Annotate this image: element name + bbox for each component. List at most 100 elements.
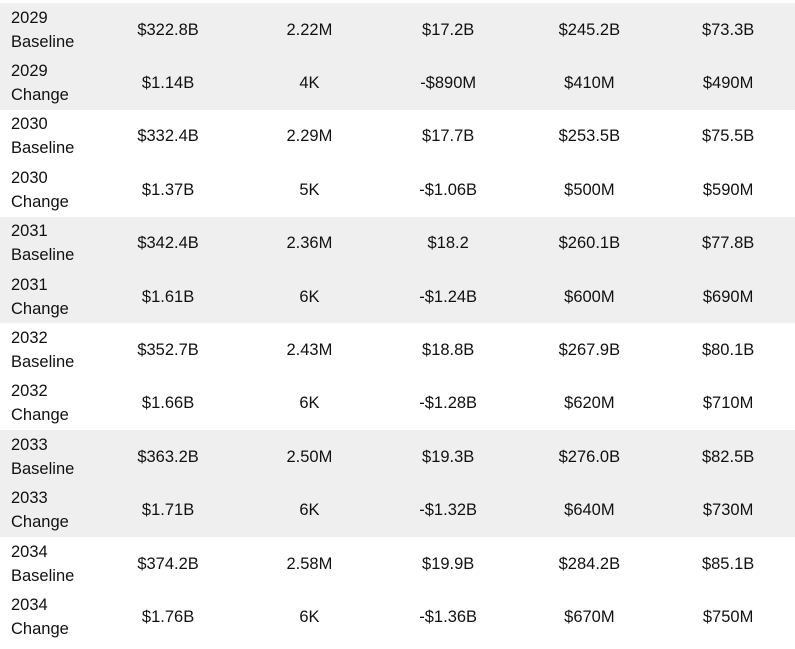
table-cell: $710M [702,394,754,413]
table-cell: $18.2 [427,234,469,253]
table-cell: $75.5B [701,127,755,146]
row-kind: Change [11,299,69,318]
table-cell: $500M [564,180,615,199]
table-cell: $322.8B [137,20,199,39]
row-kind: Change [11,619,69,638]
table-row: 2034 Baseline $374.2B 2.58M $19.9B $284.… [0,536,795,591]
table-row: 2031 Change $1.61B 6K -$1.24B $600M $690… [0,269,795,324]
table-row: 2033 Change $1.71B 6K -$1.32B $640M $730… [0,483,795,537]
table-cell: $352.7B [137,341,199,360]
table-cell: $750M [702,607,754,626]
table-cell: $332.4B [137,127,199,146]
row-year: 2030 [11,168,48,187]
table-row: 2032 Change $1.66B 6K -$1.28B $620M $710… [0,376,795,431]
row-label: 2030 Change [0,166,111,214]
table-cell: -$890M [420,74,477,93]
row-kind: Change [11,192,69,211]
row-label: 2031 Change [0,273,111,321]
table-cell: $1.37B [141,180,195,199]
table-cell: $690M [702,287,754,306]
row-kind: Baseline [11,246,75,265]
row-label: 2032 Baseline [0,326,111,374]
row-kind: Change [11,406,69,425]
table-cell: 6K [299,287,320,306]
table-cell: $19.3B [422,447,475,466]
table-cell: $1.61B [141,287,195,306]
row-year: 2029 [11,62,48,81]
row-kind: Baseline [11,353,75,372]
table-cell: $1.66B [141,394,195,413]
table-cell: -$1.28B [419,394,478,413]
table-row: 2029 Change $1.14B 4K -$890M $410M $490M [0,56,795,110]
row-kind: Change [11,86,69,105]
row-year: 2030 [11,115,48,134]
row-year: 2032 [11,329,48,348]
table-cell: $730M [702,501,754,520]
row-label: 2030 Baseline [0,112,111,160]
row-kind: Baseline [11,139,75,158]
table-cell: $85.1B [701,554,755,573]
row-label: 2031 Baseline [0,219,111,267]
row-year: 2034 [11,595,48,614]
table-cell: $600M [564,287,615,306]
data-table: 2029 Baseline $322.8B 2.22M $17.2B $245.… [0,3,795,644]
table-cell: $1.71B [141,501,195,520]
row-year: 2033 [11,489,48,508]
row-label: 2032 Change [0,379,111,427]
table-cell: 2.22M [286,20,333,39]
table-cell: $253.5B [558,127,621,146]
table-cell: 4K [299,74,320,93]
table-row: 2033 Baseline $363.2B 2.50M $19.3B $276.… [0,430,795,484]
row-label: 2033 Baseline [0,433,111,481]
table-cell: 2.58M [286,554,333,573]
table-row: 2030 Change $1.37B 5K -$1.06B $500M $590… [0,163,795,217]
table-cell: -$1.24B [419,287,478,306]
table-cell: $18.8B [422,341,475,360]
table-cell: $342.4B [137,234,199,253]
table-cell: $490M [702,74,754,93]
table-cell: $80.1B [701,341,755,360]
table-row: 2032 Baseline $352.7B 2.43M $18.8B $267.… [0,323,795,377]
table-cell: $640M [564,501,615,520]
row-label: 2034 Baseline [0,540,111,588]
row-label: 2034 Change [0,593,111,641]
table-cell: $363.2B [137,447,199,466]
table-row: 2034 Change $1.76B 6K -$1.36B $670M $750… [0,590,795,644]
table-cell: 6K [299,501,320,520]
row-label: 2029 Baseline [0,6,111,54]
table-cell: $284.2B [558,554,621,573]
table-cell: $670M [564,607,615,626]
table-cell: 2.43M [286,341,333,360]
table-cell: 2.50M [286,447,333,466]
row-label: 2033 Change [0,486,111,534]
table-cell: $73.3B [701,20,755,39]
table-row: 2029 Baseline $322.8B 2.22M $17.2B $245.… [0,3,795,57]
table-cell: 2.36M [286,234,333,253]
table-cell: 6K [299,394,320,413]
table-cell: $374.2B [137,554,199,573]
table-cell: -$1.06B [419,180,478,199]
row-kind: Change [11,513,69,532]
table-cell: 5K [299,180,320,199]
table-cell: $1.76B [141,607,195,626]
table-cell: $267.9B [558,341,621,360]
table-cell: $410M [564,74,615,93]
table-cell: 6K [299,607,320,626]
table-cell: $260.1B [558,234,621,253]
row-label: 2029 Change [0,59,111,107]
row-year: 2029 [11,8,48,27]
row-year: 2032 [11,382,48,401]
row-kind: Baseline [11,32,75,51]
table-cell: $276.0B [558,447,621,466]
table-cell: $245.2B [558,20,621,39]
row-year: 2031 [11,275,48,294]
table-cell: 2.29M [286,127,333,146]
table-cell: -$1.32B [419,501,478,520]
table-cell: $590M [702,180,754,199]
row-year: 2033 [11,435,48,454]
table-cell: -$1.36B [419,607,478,626]
table-cell: $19.9B [422,554,475,573]
table-cell: $77.8B [701,234,755,253]
table-row: 2031 Baseline $342.4B 2.36M $18.2 $260.1… [0,216,795,270]
table-cell: $82.5B [701,447,755,466]
